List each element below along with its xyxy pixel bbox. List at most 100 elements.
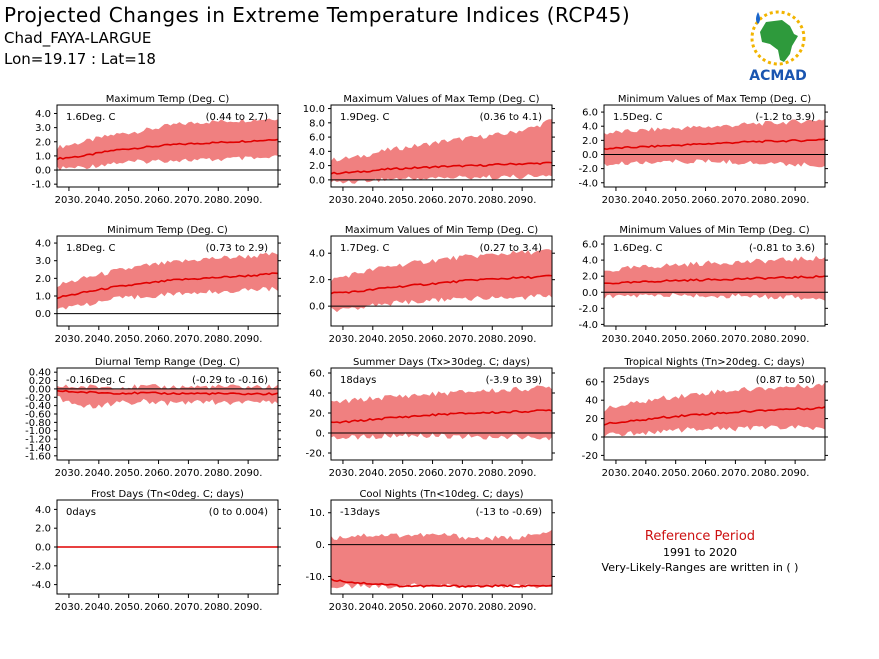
station-coordinates: Lon=19.17 : Lat=18 — [4, 50, 156, 68]
median-line — [330, 409, 553, 424]
y-tick-label: 6.0 — [582, 240, 598, 251]
x-tick-label: 2080. — [478, 334, 507, 345]
likely-range-band — [331, 119, 552, 184]
chart-title: Tropical Nights (Tn>20deg. C; days) — [623, 357, 804, 368]
x-tick-label: 2040. — [631, 195, 660, 206]
x-tick-label: 2030. — [329, 195, 358, 206]
y-tick-label: 0. — [315, 429, 325, 440]
reference-legend: Reference Period 1991 to 2020 Very-Likel… — [578, 528, 822, 575]
y-tick-label: 20 — [585, 414, 598, 425]
plot-frame — [330, 367, 553, 461]
y-tick-label: -20. — [305, 449, 325, 460]
chart-title: Frost Days (Tn<0deg. C; days) — [91, 489, 244, 500]
x-tick-label: 2040. — [358, 195, 387, 206]
y-tick-label: 2.0 — [582, 272, 598, 283]
station-name: Chad_FAYA-LARGUE — [4, 29, 152, 47]
y-tick-label: 0.0 — [35, 309, 51, 320]
y-tick-label: -4.0 — [31, 580, 51, 591]
x-tick-label: 2080. — [204, 468, 233, 479]
x-tick-label: 2090. — [234, 602, 263, 613]
likely-range-label: (0.87 to 50) — [756, 375, 815, 386]
chart-title: Minimum Values of Max Temp (Deg. C) — [618, 94, 811, 105]
summary-value: 1.6Deg. C — [66, 112, 115, 123]
x-tick-label: 2030. — [602, 195, 631, 206]
y-tick-label: 0.00 — [29, 384, 51, 395]
x-tick-label: 2090. — [234, 334, 263, 345]
median-line — [330, 161, 553, 175]
y-tick-label: 4.0 — [582, 256, 598, 267]
x-tick-label: 2080. — [751, 334, 780, 345]
x-tick-label: 2030. — [55, 195, 84, 206]
x-tick-label: 2060. — [691, 468, 720, 479]
y-tick-label: 4.0 — [35, 109, 51, 120]
y-tick-label: 6.0 — [582, 108, 598, 119]
x-tick-label: 2090. — [508, 195, 537, 206]
x-tick-label: 2050. — [661, 334, 690, 345]
x-tick-label: 2070. — [448, 334, 477, 345]
y-tick-label: -1.00 — [25, 426, 51, 437]
plot-frame — [330, 104, 553, 188]
y-tick-label: -1.40 — [25, 443, 51, 454]
y-tick-label: -0.40 — [25, 401, 51, 412]
plot-frame — [56, 235, 279, 327]
y-tick-label: -1.60 — [25, 451, 51, 462]
median-line — [603, 274, 826, 285]
x-tick-label: 2070. — [174, 468, 203, 479]
x-tick-label: 2030. — [602, 468, 631, 479]
x-tick-label: 2030. — [55, 602, 84, 613]
median-line — [56, 389, 279, 396]
acmad-logo: ACMAD — [749, 10, 807, 84]
x-tick-label: 2050. — [114, 334, 143, 345]
x-tick-label: 2060. — [418, 602, 447, 613]
y-tick-label: 0.40 — [29, 368, 51, 379]
x-tick-label: 2030. — [329, 602, 358, 613]
chart-panel-7: Diurnal Temp Range (Deg. C)-1.60-1.40-1.… — [25, 357, 281, 479]
y-tick-label: 4.0 — [35, 505, 51, 516]
x-tick-label: 2070. — [174, 602, 203, 613]
x-tick-label: 2090. — [234, 195, 263, 206]
chart-title: Minimum Values of Min Temp (Deg. C) — [619, 225, 809, 236]
figure-title: Projected Changes in Extreme Temperature… — [4, 3, 631, 27]
summary-value: 1.8Deg. C — [66, 243, 115, 254]
x-tick-label: 2030. — [329, 334, 358, 345]
y-tick-label: 8.0 — [309, 118, 325, 129]
y-tick-label: 0.0 — [35, 166, 51, 177]
y-tick-label: 3.0 — [35, 123, 51, 134]
plot-frame — [603, 104, 826, 188]
y-tick-label: 0.0 — [35, 543, 51, 554]
likely-range-band — [604, 255, 825, 301]
x-tick-label: 2060. — [691, 195, 720, 206]
logo-africa-icon — [760, 20, 798, 62]
x-tick-label: 2080. — [478, 468, 507, 479]
y-tick-label: -1.20 — [25, 435, 51, 446]
likely-range-label: (-13 to -0.69) — [476, 507, 543, 518]
likely-range-label: (0.36 to 4.1) — [480, 112, 542, 123]
y-tick-label: 4.0 — [582, 122, 598, 133]
likely-range-label: (-1.2 to 3.9) — [755, 112, 815, 123]
x-tick-label: 2040. — [358, 468, 387, 479]
x-tick-label: 2060. — [144, 195, 173, 206]
chart-panel-8: Summer Days (Tx>30deg. C; days) -20. 0. 20.… — [305, 357, 555, 479]
y-tick-label: 40 — [585, 396, 598, 407]
x-tick-label: 2050. — [114, 195, 143, 206]
x-tick-label: 2050. — [388, 602, 417, 613]
likely-range-label: (-0.81 to 3.6) — [749, 243, 815, 254]
summary-value: -0.16Deg. C — [66, 375, 125, 386]
x-tick-label: 2070. — [721, 195, 750, 206]
y-tick-label: 2.0 — [35, 274, 51, 285]
likely-range-label: (0 to 0.004) — [209, 507, 268, 518]
likely-range-label: (0.27 to 3.4) — [480, 243, 542, 254]
summary-value: 18days — [340, 375, 376, 386]
likely-range-label: (-0.29 to -0.16) — [192, 375, 268, 386]
x-tick-label: 2030. — [602, 334, 631, 345]
summary-value: 1.7Deg. C — [340, 243, 389, 254]
median-line — [603, 406, 826, 426]
y-tick-label: 4.0 — [309, 147, 325, 158]
x-tick-label: 2040. — [631, 334, 660, 345]
x-tick-label: 2070. — [721, 334, 750, 345]
x-tick-label: 2050. — [388, 468, 417, 479]
likely-range-label: (-3.9 to 39) — [486, 375, 543, 386]
x-tick-label: 2040. — [358, 334, 387, 345]
y-tick-label: 10. — [309, 508, 325, 519]
